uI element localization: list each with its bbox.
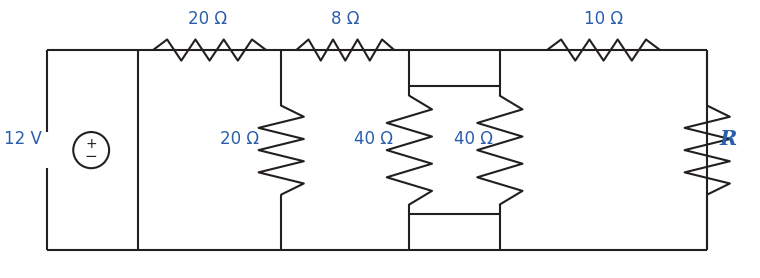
Text: 40 Ω: 40 Ω [454,130,493,148]
Text: −: − [85,150,97,165]
Text: R: R [720,129,737,149]
Text: 10 Ω: 10 Ω [584,11,623,28]
Text: 20 Ω: 20 Ω [188,11,227,28]
Text: 40 Ω: 40 Ω [354,130,394,148]
Text: 20 Ω: 20 Ω [220,130,259,148]
Text: +: + [85,137,97,151]
Text: 8 Ω: 8 Ω [331,11,359,28]
Text: 12 V: 12 V [4,130,42,148]
